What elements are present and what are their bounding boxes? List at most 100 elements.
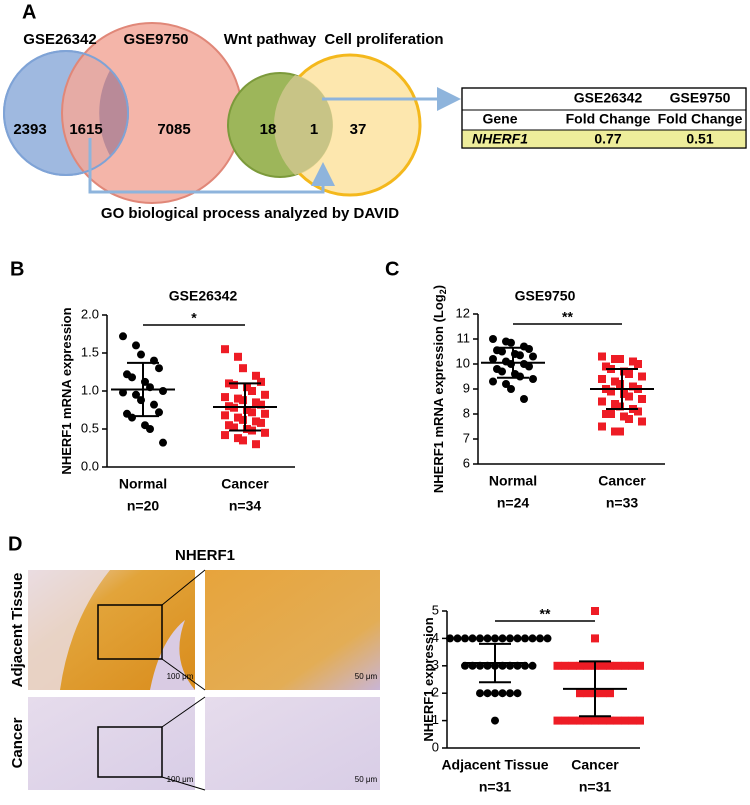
venn-count: 1 [310, 121, 318, 138]
group-size: n=31 [479, 779, 512, 795]
panel-label: D [8, 533, 22, 555]
data-point [498, 347, 506, 356]
data-point [525, 362, 533, 371]
data-point [602, 410, 610, 418]
data-point [621, 716, 629, 725]
venn-count: 18 [260, 121, 277, 138]
y-axis-label-text: NHERF1 mRNA expression (Log [431, 294, 446, 493]
data-point [638, 395, 646, 403]
header-cell: Fold Change [566, 111, 651, 127]
inset-box [97, 604, 163, 660]
group-size: n=24 [497, 495, 530, 511]
y-tick-label: 1.5 [81, 344, 99, 359]
y-tick-label: 12 [456, 305, 470, 320]
y-tick-label: 6 [463, 455, 470, 470]
data-point [507, 385, 515, 393]
y-tick-label: 5 [432, 602, 439, 617]
data-point [620, 390, 628, 398]
data-point [502, 380, 510, 388]
data-point [634, 360, 642, 368]
scale-bar-label: 50 μm [355, 672, 378, 681]
venn-overlap [99, 69, 130, 157]
panel-label: B [10, 258, 24, 280]
data-point [613, 661, 622, 670]
y-axis-label-text: NHERF1 mRNA expression [59, 307, 74, 474]
data-point [528, 634, 537, 643]
x-tick-label: Normal [489, 473, 537, 489]
x-tick-label: Normal [119, 476, 167, 492]
data-point [243, 406, 251, 414]
data-point [132, 390, 140, 399]
y-axis-label-end: ) [431, 285, 446, 289]
venn-outline [3, 50, 129, 176]
set-label: GSE26342 [23, 31, 96, 48]
data-point [155, 364, 163, 373]
data-point [529, 352, 537, 361]
venn-overlap [273, 75, 333, 175]
x-tick-label: Adjacent Tissue [441, 757, 548, 773]
data-point [261, 428, 269, 437]
data-point [150, 400, 158, 409]
arrow-label: GO biological process analyzed by DAVID [101, 205, 399, 222]
y-tick-label: 2.0 [81, 306, 99, 321]
data-point [159, 387, 167, 395]
data-point [576, 716, 584, 725]
cell: NHERF1 [472, 131, 528, 147]
data-point [248, 387, 256, 395]
data-point [528, 661, 537, 670]
data-point [516, 351, 524, 360]
data-point [128, 373, 136, 382]
table-frame [461, 87, 747, 149]
data-point [583, 716, 592, 725]
data-point [576, 689, 584, 698]
stroma [150, 620, 195, 690]
chart-title: GSE26342 [169, 288, 238, 304]
zoom-line [161, 776, 206, 791]
set-label: GSE9750 [123, 31, 188, 48]
data-point [638, 417, 646, 426]
data-point [616, 427, 624, 436]
y-axis-label-text: NHERF1 expression [421, 617, 436, 741]
y-axis-label-sub: 2 [438, 289, 448, 294]
data-point [553, 661, 562, 670]
x-tick-label: Cancer [221, 476, 269, 492]
significance-label: * [191, 310, 197, 326]
data-point [221, 345, 229, 354]
y-tick-label: 10 [456, 355, 470, 370]
venn-count: 37 [350, 121, 367, 138]
group-size: n=34 [229, 498, 262, 514]
zoom-line [161, 696, 206, 728]
data-point [521, 634, 529, 643]
data-point [461, 634, 469, 643]
column-top: GSE26342 [574, 90, 643, 106]
ihc-title: NHERF1 [175, 547, 235, 564]
data-point [525, 345, 533, 353]
header-cell: Gene [482, 111, 517, 127]
y-tick-label: 0.5 [81, 420, 99, 435]
significance-label: ** [562, 309, 573, 325]
venn-count: 2393 [13, 121, 46, 138]
data-point [221, 431, 229, 440]
data-point [132, 341, 140, 350]
data-point [598, 375, 606, 383]
y-tick-label: 1.0 [81, 382, 99, 397]
data-point [520, 395, 528, 403]
group-size: n=20 [127, 498, 160, 514]
group-size: n=33 [606, 495, 639, 511]
y-tick-label: 8 [463, 405, 470, 420]
y-tick-label: 0 [432, 739, 439, 754]
data-point [128, 413, 136, 422]
data-point [628, 716, 637, 725]
data-point [598, 716, 607, 725]
y-tick-label: 9 [463, 380, 470, 395]
data-point [629, 382, 637, 391]
scale-bar-label: 100 μm [167, 775, 194, 784]
data-point [513, 634, 522, 643]
x-tick-label: Cancer [571, 757, 619, 773]
data-point [616, 355, 624, 363]
y-axis-label: NHERF1 expression [421, 617, 436, 741]
row-label: Cancer [9, 717, 26, 768]
scale-bar-label: 100 μm [167, 672, 194, 681]
data-point [576, 661, 584, 670]
